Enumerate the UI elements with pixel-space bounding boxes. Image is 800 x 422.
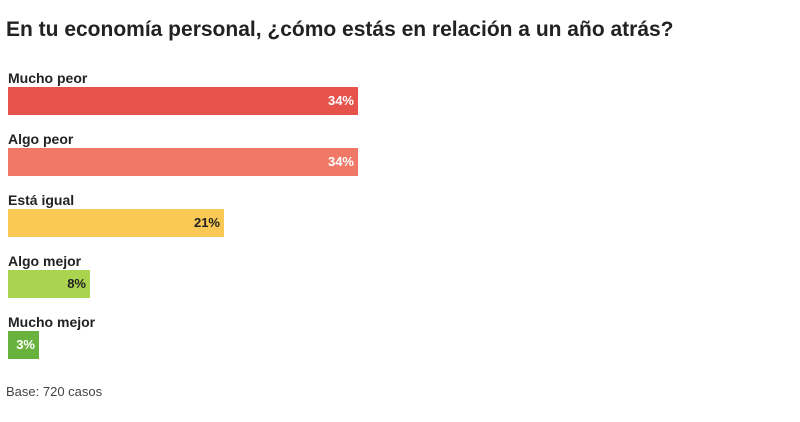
category-label: Mucho mejor	[8, 314, 96, 330]
category-label: Está igual	[8, 192, 75, 208]
value-label: 8%	[67, 276, 86, 291]
bar: 3%	[8, 331, 39, 359]
bar: 8%	[8, 270, 90, 298]
category-label: Algo peor	[8, 131, 74, 147]
bar: 21%	[8, 209, 224, 237]
category-label: Algo mejor	[8, 253, 82, 269]
value-label: 21%	[193, 215, 220, 230]
value-label: 3%	[16, 337, 35, 352]
value-label: 34%	[327, 154, 354, 169]
bar-chart: Mucho peor 34% Algo peor 34% Está igual 21% Al…	[8, 70, 788, 375]
chart-title: En tu economía personal, ¿cómo estás en …	[6, 18, 674, 41]
category-label: Mucho peor	[8, 70, 88, 86]
bar-row: Está igual 21%	[8, 192, 788, 253]
bar-row: Mucho mejor 3%	[8, 314, 788, 375]
bar-row: Algo mejor 8%	[8, 253, 788, 314]
bar: 34%	[8, 87, 358, 115]
bar-row: Algo peor 34%	[8, 131, 788, 192]
bar-row: Mucho peor 34%	[8, 70, 788, 131]
base-footnote: Base: 720 casos	[6, 384, 103, 399]
bar: 34%	[8, 148, 358, 176]
value-label: 34%	[327, 93, 354, 108]
